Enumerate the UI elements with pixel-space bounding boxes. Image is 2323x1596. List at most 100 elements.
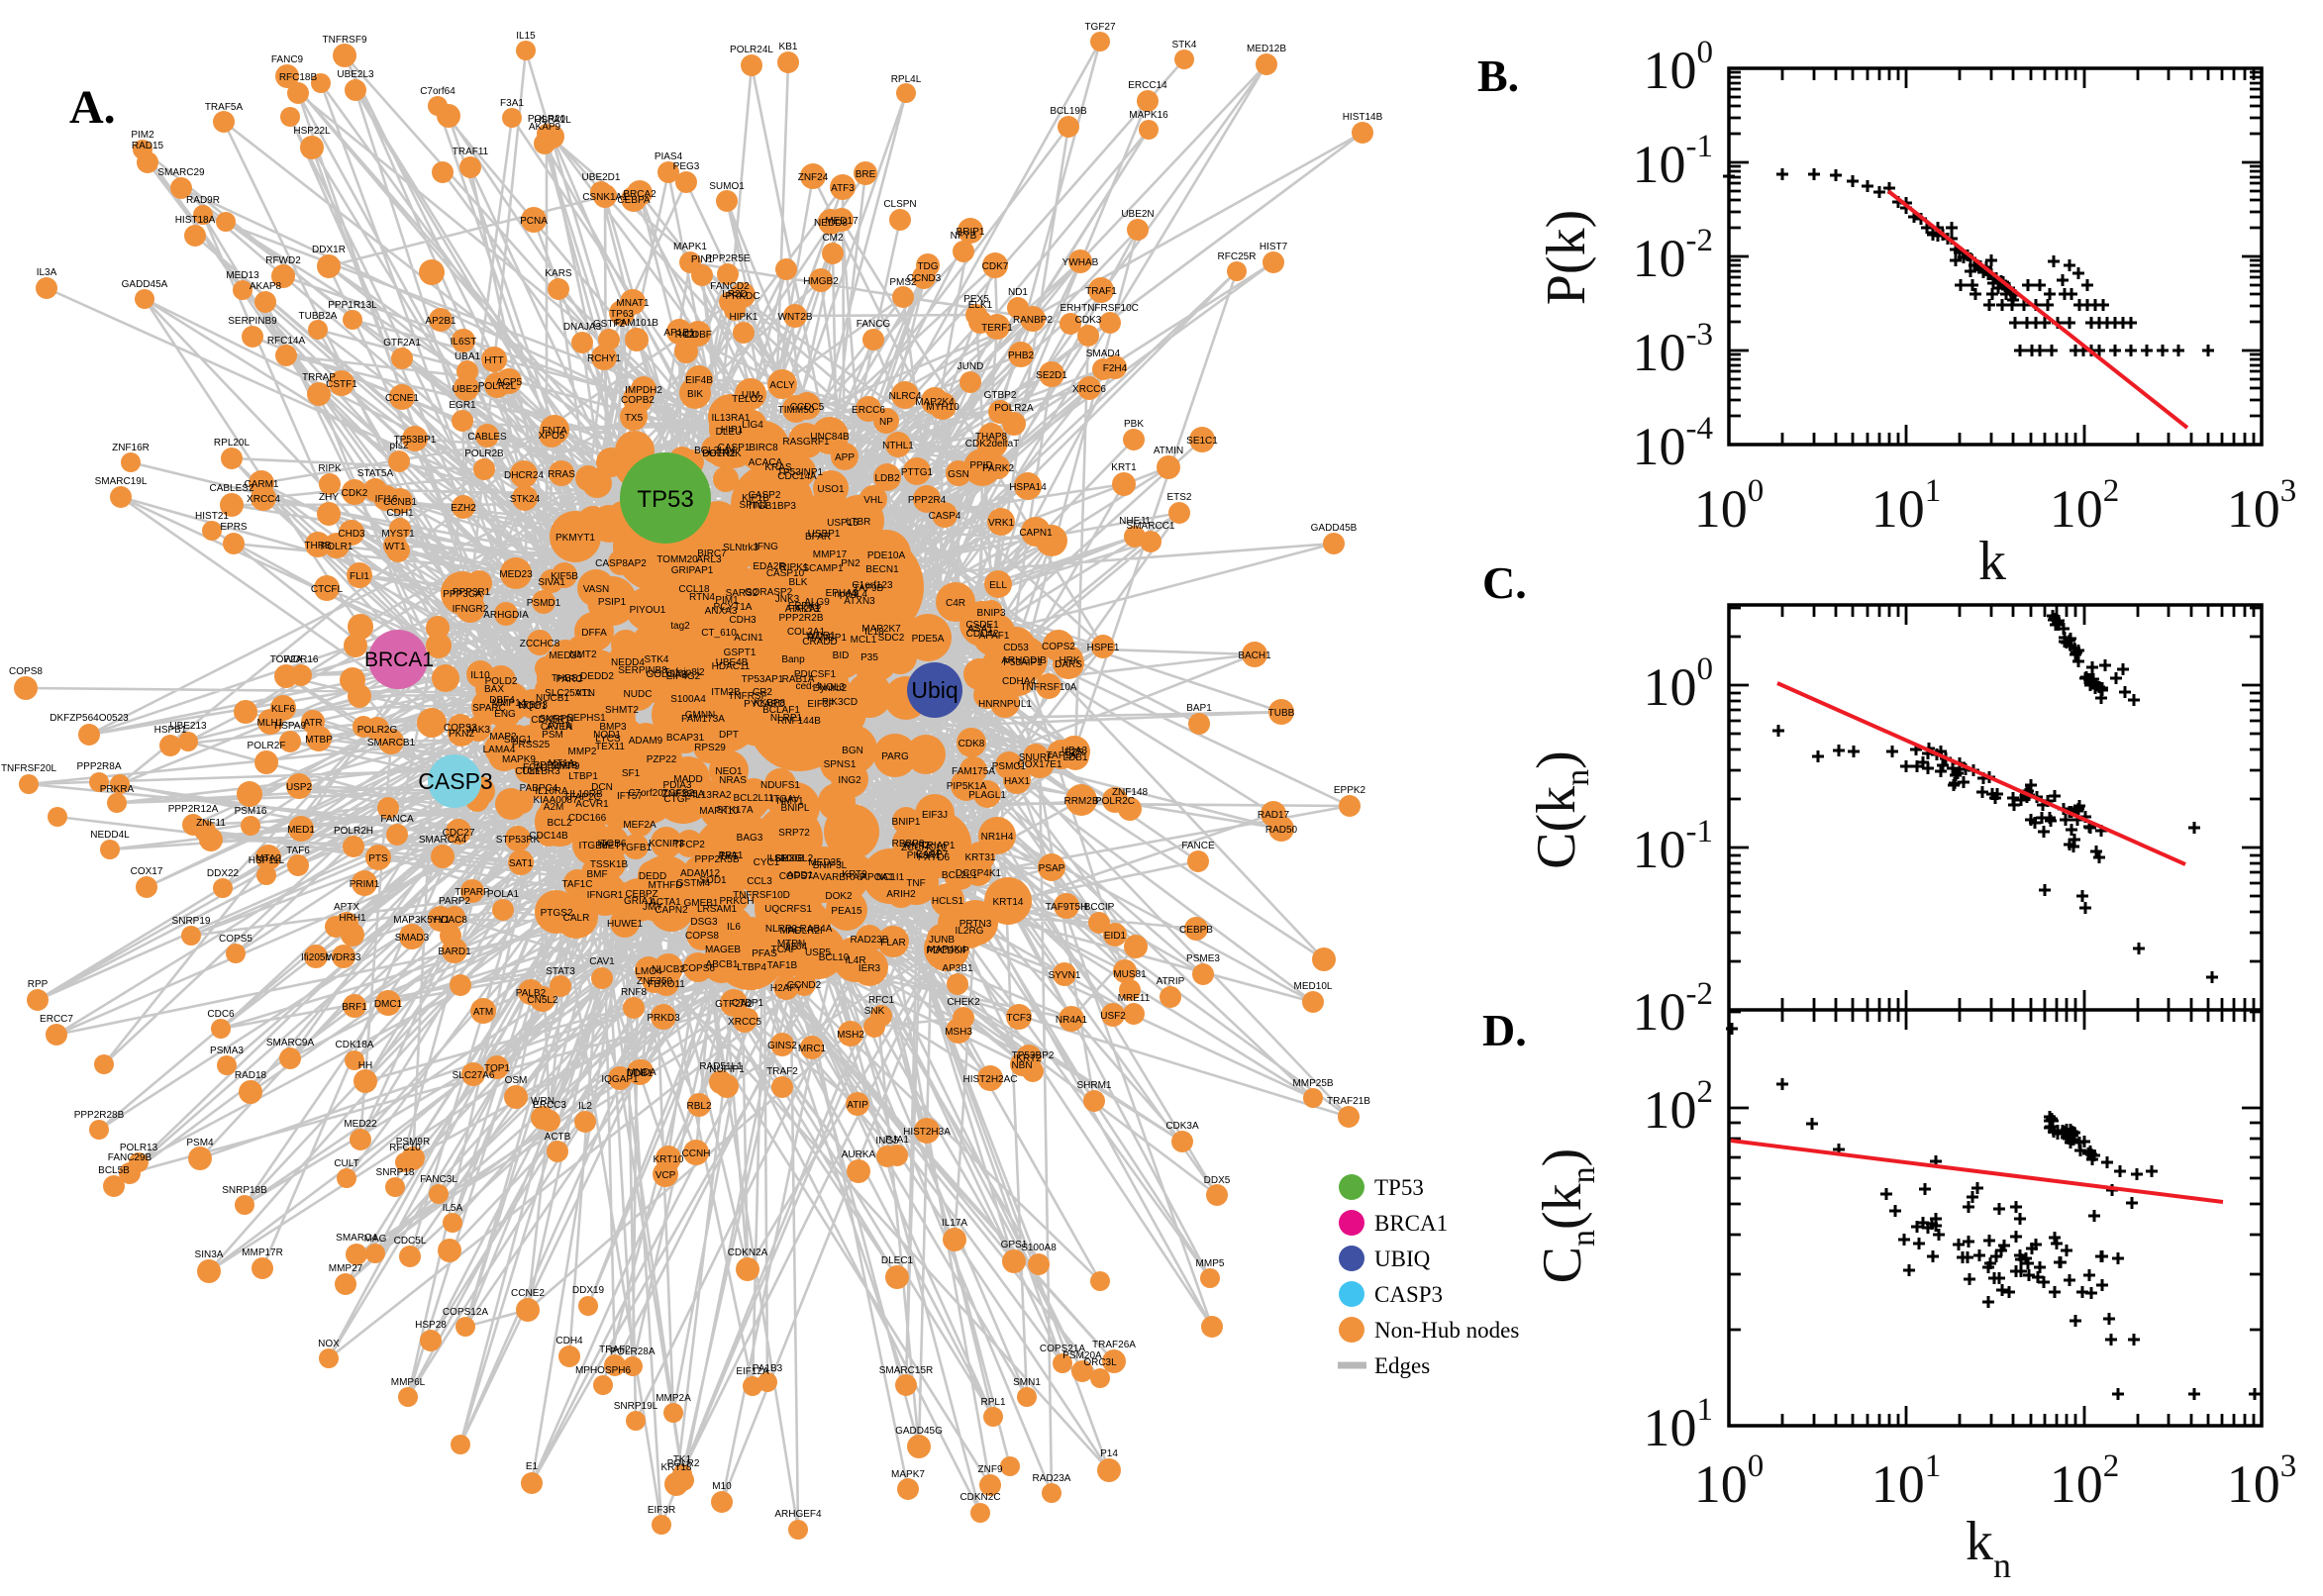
svg-text:EIF3F: EIF3F <box>807 699 834 710</box>
svg-text:EGR1: EGR1 <box>449 400 476 411</box>
svg-text:TP53: TP53 <box>637 486 693 513</box>
svg-text:FANCE: FANCE <box>1181 841 1215 851</box>
svg-text:TAF1C: TAF1C <box>562 879 593 890</box>
svg-text:P35: P35 <box>860 652 878 663</box>
svg-text:CASP7: CASP7 <box>916 849 949 860</box>
svg-text:ADAM12: ADAM12 <box>680 868 720 879</box>
svg-text:CDH1: CDH1 <box>386 508 414 519</box>
svg-text:AP3B1: AP3B1 <box>942 963 973 974</box>
svg-text:ATMIN: ATMIN <box>1154 446 1183 456</box>
svg-text:CARM1: CARM1 <box>244 479 278 490</box>
svg-text:SEPHS1: SEPHS1 <box>566 713 606 724</box>
svg-text:SMARC9A: SMARC9A <box>266 1038 315 1048</box>
svg-text:SMARC4: SMARC4 <box>336 1233 377 1244</box>
svg-text:BRIP1: BRIP1 <box>957 227 985 238</box>
svg-text:POLR28A: POLR28A <box>610 1347 655 1357</box>
svg-text:MT1A: MT1A <box>549 758 575 769</box>
svg-text:JUNB: JUNB <box>929 935 955 946</box>
svg-text:PSIP1: PSIP1 <box>598 597 627 608</box>
svg-text:SERPINB9: SERPINB9 <box>228 316 277 327</box>
svg-text:WRN: WRN <box>531 1096 555 1107</box>
svg-text:SF1: SF1 <box>622 768 641 779</box>
svg-text:APAF1: APAF1 <box>979 631 1010 642</box>
svg-text:DCTN1: DCTN1 <box>702 449 736 459</box>
svg-text:ATR: ATR <box>303 718 322 729</box>
svg-text:UBE213: UBE213 <box>169 721 207 732</box>
svg-text:MRE11: MRE11 <box>1118 993 1151 1004</box>
svg-text:VRK1: VRK1 <box>988 518 1015 529</box>
svg-text:RFC25R: RFC25R <box>1218 251 1257 262</box>
svg-text:NC1I1: NC1I1 <box>876 872 905 883</box>
svg-text:ATP2A2: ATP2A2 <box>785 604 822 615</box>
svg-text:VARBRAP: VARBRAP <box>819 872 865 883</box>
svg-text:npdA: npdA <box>834 589 858 600</box>
svg-text:RPS29: RPS29 <box>694 743 726 753</box>
svg-text:HDAC11: HDAC11 <box>712 661 751 672</box>
svg-text:FANCD2: FANCD2 <box>710 281 750 292</box>
svg-text:ELL: ELL <box>989 580 1007 591</box>
svg-text:RPP: RPP <box>28 979 49 990</box>
svg-text:RAB1A: RAB1A <box>782 674 815 685</box>
svg-text:AKAP9: AKAP9 <box>529 122 561 133</box>
svg-text:TAF6: TAF6 <box>286 846 310 856</box>
svg-text:PIYOU1: PIYOU1 <box>630 605 666 616</box>
svg-text:RPL4L: RPL4L <box>891 74 922 85</box>
svg-text:TIPARP: TIPARP <box>454 887 490 898</box>
svg-text:EIF3J: EIF3J <box>922 810 948 821</box>
svg-text:JUND: JUND <box>958 361 984 372</box>
svg-text:PPA1: PPA1 <box>719 850 744 861</box>
svg-text:MMP2A: MMP2A <box>656 1393 691 1404</box>
svg-text:MED13: MED13 <box>226 270 259 281</box>
svg-text:GTF2A1: GTF2A1 <box>383 338 421 349</box>
svg-text:CASP10: CASP10 <box>766 568 805 579</box>
svg-text:ACTA1: ACTA1 <box>650 897 681 908</box>
svg-text:TX5: TX5 <box>625 413 644 424</box>
svg-text:SARS2: SARS2 <box>726 588 758 599</box>
svg-text:FANC9: FANC9 <box>271 54 304 65</box>
svg-text:PRTN3: PRTN3 <box>960 919 992 930</box>
svg-text:MLH1: MLH1 <box>257 718 284 729</box>
svg-text:CALR: CALR <box>563 913 590 924</box>
svg-text:C1orf123: C1orf123 <box>852 580 893 591</box>
svg-text:TGFBR3: TGFBR3 <box>521 766 560 777</box>
svg-text:GSTM4: GSTM4 <box>676 878 711 889</box>
svg-text:IL2: IL2 <box>578 1101 592 1112</box>
svg-text:SIN3A: SIN3A <box>195 1249 224 1260</box>
svg-text:PRSS25: PRSS25 <box>512 740 551 750</box>
svg-text:Non-Hub nodes: Non-Hub nodes <box>1374 1318 1519 1343</box>
svg-text:HSPB1: HSPB1 <box>154 725 187 736</box>
svg-text:CDC5L: CDC5L <box>394 1236 427 1247</box>
svg-text:ARHGEF4: ARHGEF4 <box>774 1509 822 1520</box>
svg-text:UBA3: UBA3 <box>1061 746 1088 756</box>
svg-text:BARD1: BARD1 <box>438 947 471 957</box>
svg-text:BCL19B: BCL19B <box>1050 106 1087 117</box>
svg-text:ACVR1: ACVR1 <box>575 799 609 810</box>
svg-text:POLA1: POLA1 <box>487 889 520 900</box>
svg-text:MNDA: MNDA <box>627 1067 656 1078</box>
svg-text:Ifi204: Ifi204 <box>783 942 808 952</box>
svg-text:CTCFL: CTCFL <box>311 584 344 595</box>
svg-text:KRT10: KRT10 <box>654 1154 684 1165</box>
svg-text:DBF4: DBF4 <box>489 695 515 706</box>
svg-text:CTGF: CTGF <box>663 794 690 805</box>
svg-text:VASN: VASN <box>583 584 610 595</box>
svg-text:XPO5: XPO5 <box>539 431 565 442</box>
svg-text:A.: A. <box>69 81 116 134</box>
svg-text:102: 102 <box>2050 1448 2120 1514</box>
svg-text:LDB2: LDB2 <box>874 473 899 484</box>
svg-text:TFCP2: TFCP2 <box>673 840 705 850</box>
svg-text:PARC: PARC <box>556 674 582 685</box>
svg-text:SE1C1: SE1C1 <box>1186 436 1218 447</box>
svg-text:IFNGR2: IFNGR2 <box>453 604 489 615</box>
svg-text:IL6: IL6 <box>727 922 741 933</box>
svg-text:DFFA: DFFA <box>581 628 607 639</box>
svg-text:TOP2A: TOP2A <box>270 654 303 665</box>
svg-text:CRADD: CRADD <box>802 637 838 648</box>
svg-text:MAPK9: MAPK9 <box>502 754 536 765</box>
svg-text:STK4: STK4 <box>1171 40 1196 50</box>
svg-text:TAF9T5H: TAF9T5H <box>1046 902 1088 913</box>
svg-text:POLR2A: POLR2A <box>994 403 1034 414</box>
svg-text:PPP2R2B: PPP2R2B <box>778 613 823 624</box>
svg-text:CR2: CR2 <box>753 687 772 698</box>
svg-text:SPIN1: SPIN1 <box>740 500 768 511</box>
